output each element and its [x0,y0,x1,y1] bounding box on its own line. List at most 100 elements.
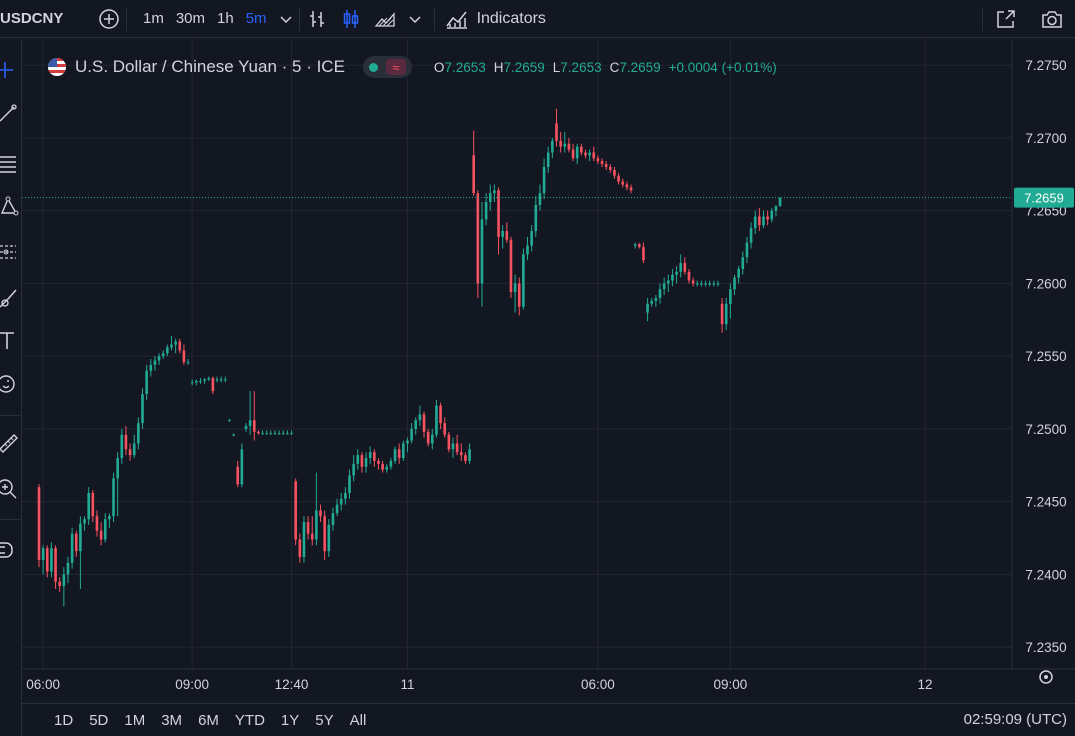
candle-body [286,433,289,435]
candle-body [87,492,90,520]
candle [331,507,335,531]
candle [455,434,459,456]
time-tick-label: 12:40 [275,677,309,692]
price-tick-label: 7.2400 [1025,567,1066,582]
candle-body [348,475,351,493]
fib-retracement-icon[interactable] [0,149,22,179]
candle [339,492,343,511]
candle [79,516,82,589]
candle-body [66,562,70,575]
candle-body [319,510,322,517]
candle [459,443,463,461]
candle [108,513,111,528]
interval-5m-button[interactable]: 5m [245,10,267,27]
candle [41,545,45,575]
interval-1m-button[interactable]: 1m [143,10,164,27]
range-all-button[interactable]: All [349,711,367,729]
candle-body [683,263,687,272]
candle [642,242,645,264]
candle [103,513,107,543]
candle-body [265,433,268,435]
area-chart-type-icon[interactable] [368,0,402,38]
candle [224,376,227,383]
candle-body [74,533,78,552]
candle-body [339,498,343,505]
magnet-icon[interactable] [0,535,22,565]
fullscreen-icon[interactable] [983,0,1029,38]
candle-body [240,449,244,485]
market-status-pill[interactable]: ≈ [362,56,412,78]
time-axis[interactable]: 06:00 09:00 12:40 11 06:00 09:00 12 [26,677,932,692]
indicators-button[interactable]: Indicators [435,8,556,30]
candle [190,379,194,386]
candlestick-chart[interactable]: 7.27507.27007.26507.26007.25507.25007.24… [22,39,1075,703]
candles-chart-type-icon[interactable] [334,0,368,38]
camera-icon[interactable] [1029,0,1075,38]
zoom-in-icon[interactable] [0,473,22,503]
candle [439,402,442,429]
candle-body [199,380,202,382]
candle [584,149,587,159]
candle-body [277,433,281,435]
candle-body [244,426,248,429]
emoji-icon[interactable] [0,369,22,399]
candle [83,516,86,531]
interval-1h-button[interactable]: 1h [217,10,234,27]
candle-body [571,149,575,159]
candle-body [306,522,310,534]
candle-body [559,140,562,147]
candle-body [290,433,293,435]
last-price-label: 7.2659 [1014,187,1074,208]
chevron-down-icon[interactable] [402,0,428,38]
add-symbol-icon[interactable] [92,0,126,38]
candle-body [182,350,186,363]
candle-body [327,524,331,552]
price-tick-label: 7.2600 [1025,276,1066,291]
candle-body [248,420,252,427]
range-1y-button[interactable]: 1Y [280,711,300,729]
utc-clock[interactable]: 02:59:09 (UTC) [963,711,1067,728]
candle-body [588,152,591,156]
brush-icon[interactable] [0,283,22,313]
range-1m-button[interactable]: 1M [124,711,146,729]
candle [505,222,509,243]
symbol-title: U.S. Dollar / Chinese Yuan · 5 · ICE [75,57,345,76]
candle-body [580,146,583,153]
bar-chart-type-icon[interactable] [300,0,334,38]
candle [617,172,620,185]
price-axis[interactable]: 7.27507.27007.26507.26007.25507.25007.24… [1025,58,1066,655]
text-icon[interactable] [0,325,22,355]
pattern-icon[interactable] [0,191,22,221]
candle [294,478,297,546]
trend-line-icon[interactable] [0,99,22,129]
interval-30m-button[interactable]: 30m [175,10,206,27]
range-3m-button[interactable]: 3M [161,711,183,729]
range-6m-button[interactable]: 6M [198,711,219,729]
range-1d-button[interactable]: 1D [54,711,74,729]
crosshair-icon[interactable] [0,55,22,85]
candle [675,265,678,284]
settings-icon[interactable] [1039,670,1053,684]
candle [422,411,426,438]
candle [248,391,252,435]
ruler-icon[interactable] [0,427,22,457]
symbol-search[interactable]: USDCNY [0,10,64,27]
candle-body [484,201,488,220]
candle-body [124,434,128,450]
range-5y-button[interactable]: 5Y [315,711,334,729]
range-ytd-button[interactable]: YTD [234,711,265,729]
candle [720,297,724,333]
candle-body [112,478,115,517]
chevron-down-icon[interactable] [273,0,299,38]
time-tick-label: 09:00 [175,677,209,692]
candle-body [542,167,546,194]
candle [170,335,173,351]
candle [753,210,757,234]
forecast-icon[interactable] [0,237,22,267]
range-5d-button[interactable]: 5D [89,711,109,729]
candle [431,428,434,450]
candle [219,376,223,383]
candle [116,452,119,517]
candle [195,379,198,386]
candle-body [687,271,691,281]
